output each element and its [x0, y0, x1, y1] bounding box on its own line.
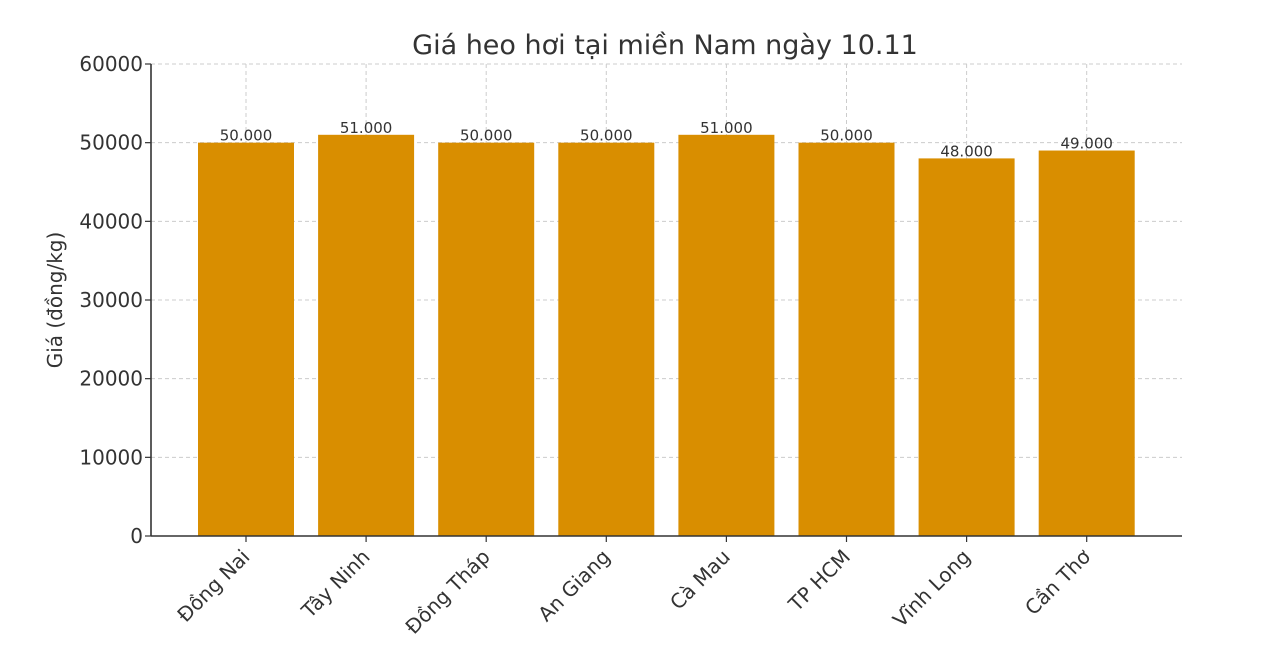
data-label: 51.000 [340, 119, 393, 137]
bar [558, 142, 655, 536]
x-tick-label: Đồng Tháp [400, 545, 494, 639]
bar [798, 142, 895, 536]
x-tick-label: Đồng Nai [172, 545, 254, 627]
grid-lines [151, 63, 1182, 537]
x-tick-label: Cần Thơ [1020, 544, 1096, 620]
x-tick-label: Cà Mau [665, 545, 735, 615]
x-tick-label: An Giang [533, 545, 615, 627]
y-ticks: 0 10000 20000 30000 40000 50000 60000 [79, 52, 151, 548]
y-tick-label: 50000 [79, 131, 143, 155]
y-tick-label: 20000 [79, 367, 143, 391]
x-tick-label: Vĩnh Long [888, 545, 975, 632]
chart-title: Giá heo hơi tại miền Nam ngày 10.11 [412, 30, 918, 61]
bars [198, 134, 1135, 537]
bar [438, 142, 535, 536]
data-label: 50.000 [580, 127, 633, 145]
data-labels: 50.000 51.000 50.000 50.000 51.000 50.000 48.0… [220, 119, 1113, 161]
x-tick-label: Tây Ninh [296, 545, 375, 624]
data-label: 50.000 [820, 127, 873, 145]
x-tick-label: TP HCM [783, 545, 855, 617]
y-tick-label: 0 [130, 524, 143, 548]
y-axis-label: Giá (đồng/kg) [43, 232, 67, 369]
y-tick-label: 10000 [79, 445, 143, 469]
data-label: 50.000 [220, 127, 273, 145]
data-label: 48.000 [940, 142, 993, 160]
data-label: 50.000 [460, 127, 513, 145]
data-label: 51.000 [700, 119, 753, 137]
y-tick-label: 40000 [79, 209, 143, 233]
y-tick-label: 30000 [79, 288, 143, 312]
y-tick-label: 60000 [79, 52, 143, 76]
bar [318, 134, 415, 537]
bar [678, 134, 775, 537]
bar [198, 142, 294, 536]
x-ticks: Đồng Nai Tây Ninh Đồng Tháp An Giang Cà Mau T… [172, 536, 1096, 639]
data-label: 49.000 [1060, 135, 1113, 153]
bar [1038, 150, 1135, 537]
bar [918, 158, 1015, 536]
